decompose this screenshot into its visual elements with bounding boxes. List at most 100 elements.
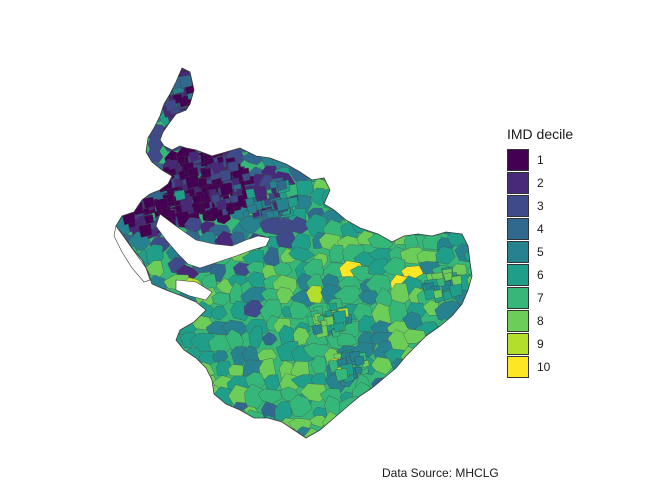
area-cell	[209, 403, 230, 425]
area-cell	[321, 68, 340, 69]
area-cell	[215, 199, 227, 211]
area-cell	[421, 402, 442, 416]
area-cell	[465, 136, 472, 153]
area-cell	[470, 362, 472, 379]
area-cell	[276, 68, 297, 82]
area-cell	[206, 68, 230, 87]
area-cell	[402, 132, 424, 157]
area-cell	[244, 45, 265, 68]
area-cell	[401, 372, 426, 392]
area-cell	[116, 358, 121, 379]
area-cell	[311, 107, 333, 129]
area-cell	[222, 101, 249, 126]
area-cell	[185, 419, 201, 436]
area-cell	[197, 434, 218, 438]
area-cell	[302, 120, 329, 136]
area-cell	[354, 366, 363, 375]
area-cell	[243, 93, 265, 110]
area-cell	[437, 385, 463, 402]
area-cell	[162, 362, 182, 377]
area-cell	[159, 307, 182, 324]
legend-swatch	[507, 332, 529, 355]
area-cell	[336, 430, 360, 438]
area-cell	[467, 337, 472, 349]
area-cell	[370, 147, 389, 171]
area-cell	[353, 173, 372, 191]
area-cell	[130, 68, 156, 86]
area-cell	[430, 149, 455, 165]
area-cell	[320, 425, 345, 438]
legend-label: 8	[537, 313, 544, 328]
data-source-caption: Data Source: MHCLG	[382, 466, 499, 480]
area-cell	[138, 223, 153, 238]
area-cell	[308, 46, 326, 65]
legend-swatch	[507, 148, 529, 171]
area-cell	[278, 52, 301, 65]
area-cell	[358, 289, 381, 306]
area-cell	[369, 414, 391, 430]
area-cell	[136, 317, 153, 335]
area-cell	[384, 134, 411, 158]
area-cell	[361, 49, 377, 65]
area-cell	[181, 374, 196, 387]
area-cell	[427, 427, 456, 438]
area-cell	[401, 68, 422, 87]
area-cell	[116, 290, 120, 313]
area-cell	[291, 148, 312, 167]
area-cell	[192, 414, 213, 438]
area-cell	[418, 432, 442, 438]
area-cell	[218, 182, 234, 197]
area-cell	[181, 359, 198, 374]
area-cell	[432, 68, 459, 69]
area-cell	[397, 401, 422, 420]
area-cell	[387, 146, 405, 172]
area-cell	[456, 124, 472, 142]
area-cell	[304, 68, 325, 92]
area-cell	[294, 136, 315, 156]
area-cell	[368, 156, 392, 181]
legend-swatch	[507, 217, 529, 240]
area-cell	[116, 388, 120, 408]
area-cell	[341, 108, 365, 131]
area-cell	[116, 428, 140, 438]
area-cell	[304, 75, 324, 96]
area-cell	[441, 118, 460, 138]
area-cell	[435, 131, 454, 154]
area-cell	[116, 92, 138, 106]
area-cell	[438, 164, 457, 187]
area-cell	[361, 205, 381, 220]
area-cell	[311, 324, 323, 336]
area-cell	[333, 285, 363, 304]
area-cell	[187, 53, 200, 68]
area-cell	[466, 209, 472, 230]
area-cell	[119, 382, 135, 404]
area-cell	[199, 398, 216, 415]
area-cell	[401, 176, 423, 194]
area-cell	[157, 175, 168, 186]
area-cell	[468, 303, 472, 319]
area-cell	[447, 429, 472, 438]
legend-item-10: 10	[507, 355, 573, 378]
area-cell	[288, 246, 315, 262]
legend-items: 1 2 3 4 5 6 7 8 9 10	[507, 148, 573, 378]
area-cell	[450, 363, 472, 379]
area-cell	[466, 270, 472, 294]
area-cell	[354, 190, 375, 211]
area-cell	[391, 428, 414, 438]
area-cell	[471, 218, 472, 235]
area-cell	[388, 404, 407, 419]
area-cell	[141, 418, 166, 436]
area-cell	[258, 74, 276, 96]
area-cell	[405, 391, 432, 407]
area-cell	[148, 68, 164, 69]
area-cell	[210, 103, 229, 122]
area-cell	[231, 177, 240, 186]
area-cell	[448, 77, 472, 102]
legend-label: 5	[537, 244, 544, 259]
legend-label: 9	[537, 336, 544, 351]
area-cell	[118, 348, 138, 362]
area-cell	[452, 190, 472, 205]
legend-item-5: 5	[507, 240, 573, 263]
estuary-water	[175, 279, 213, 301]
area-cell	[435, 414, 454, 432]
